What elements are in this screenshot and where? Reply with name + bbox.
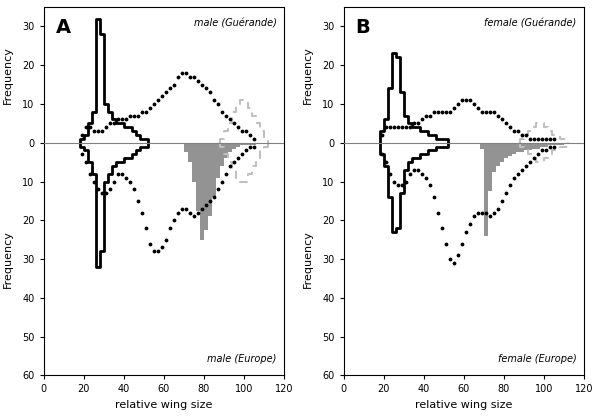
Text: Frequency: Frequency [302,230,313,288]
Text: Frequency: Frequency [2,46,13,104]
Text: Frequency: Frequency [2,230,13,288]
Text: male (Europe): male (Europe) [207,354,277,364]
Text: B: B [356,18,370,37]
X-axis label: relative wing size: relative wing size [415,400,512,410]
Text: A: A [56,18,71,37]
X-axis label: relative wing size: relative wing size [115,400,212,410]
Text: female (Guérande): female (Guérande) [484,18,577,28]
Text: male (Guérande): male (Guérande) [194,18,277,28]
Text: Frequency: Frequency [302,46,313,104]
Text: female (Europe): female (Europe) [498,354,577,364]
